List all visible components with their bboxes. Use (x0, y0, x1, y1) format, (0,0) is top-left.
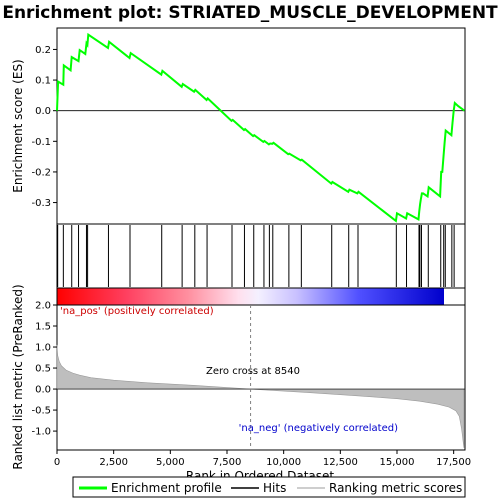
legend-label-metric: Ranking metric scores (329, 481, 462, 495)
x-tick-label: 7,500 (213, 457, 242, 468)
es-y-tick-label: 0.0 (35, 106, 51, 117)
metric-y-tick-label: -0.5 (31, 406, 51, 417)
rank-color-bar (57, 288, 444, 305)
x-ticks: 0 2,500 5,000 7,500 10,000 12,500 15,000 17,500 (54, 450, 471, 468)
hit-lines (57, 225, 455, 287)
legend-label-hits: Hits (263, 481, 286, 495)
es-y-ticks: -0.3 -0.2 -0.1 0.0 0.1 0.2 (31, 45, 57, 209)
es-y-tick-label: -0.3 (31, 198, 51, 209)
es-panel: -0.3 -0.2 -0.1 0.0 0.1 0.2 Enrichment score (… (11, 27, 466, 225)
metric-y-tick-label: -1.0 (31, 427, 51, 438)
metric-y-ticks: -1.0 -0.5 0.0 0.5 1.0 1.5 2.0 (31, 301, 57, 438)
es-y-tick-label: 0.2 (35, 45, 51, 56)
legend-label-profile: Enrichment profile (111, 481, 222, 495)
metric-y-tick-label: 0.5 (35, 364, 51, 375)
legend: Enrichment profile Hits Ranking metric s… (72, 476, 466, 498)
x-tick-label: 15,000 (380, 457, 415, 468)
x-tick-label: 0 (54, 457, 60, 468)
metric-y-tick-label: 1.0 (35, 343, 51, 354)
es-panel-frame (56, 27, 466, 225)
hits-panel (56, 223, 466, 289)
metric-y-tick-label: 0.0 (35, 385, 51, 396)
neg-label: 'na_neg' (negatively correlated) (239, 423, 398, 434)
es-y-tick-label: -0.2 (31, 167, 51, 178)
metric-y-tick-label: 1.5 (35, 322, 51, 333)
metric-y-tick-label: 2.0 (35, 301, 51, 312)
metric-y-axis-label: Ranked list metric (PreRanked) (11, 284, 25, 469)
es-y-tick-label: 0.1 (35, 76, 51, 87)
x-tick-label: 12,500 (323, 457, 358, 468)
es-y-axis-label: Enrichment score (ES) (11, 59, 25, 192)
es-y-tick-label: -0.1 (31, 137, 51, 148)
x-tick-label: 2,500 (99, 457, 128, 468)
pos-label: 'na_pos' (positively correlated) (60, 306, 214, 317)
x-tick-label: 10,000 (266, 457, 301, 468)
enrichment-profile-line (56, 32, 466, 223)
legend-frame (72, 476, 466, 498)
chart-title: Enrichment plot: STRIATED_MUSCLE_DEVELOP… (2, 3, 498, 23)
x-tick-label: 5,000 (156, 457, 185, 468)
hits-panel-frame (56, 223, 466, 289)
zero-cross-label: Zero cross at 8540 (206, 366, 300, 377)
metric-panel: -1.0 -0.5 0.0 0.5 1.0 1.5 2.0 0 2,500 5,000 7,500… (11, 284, 471, 483)
x-tick-label: 17,500 (436, 457, 471, 468)
